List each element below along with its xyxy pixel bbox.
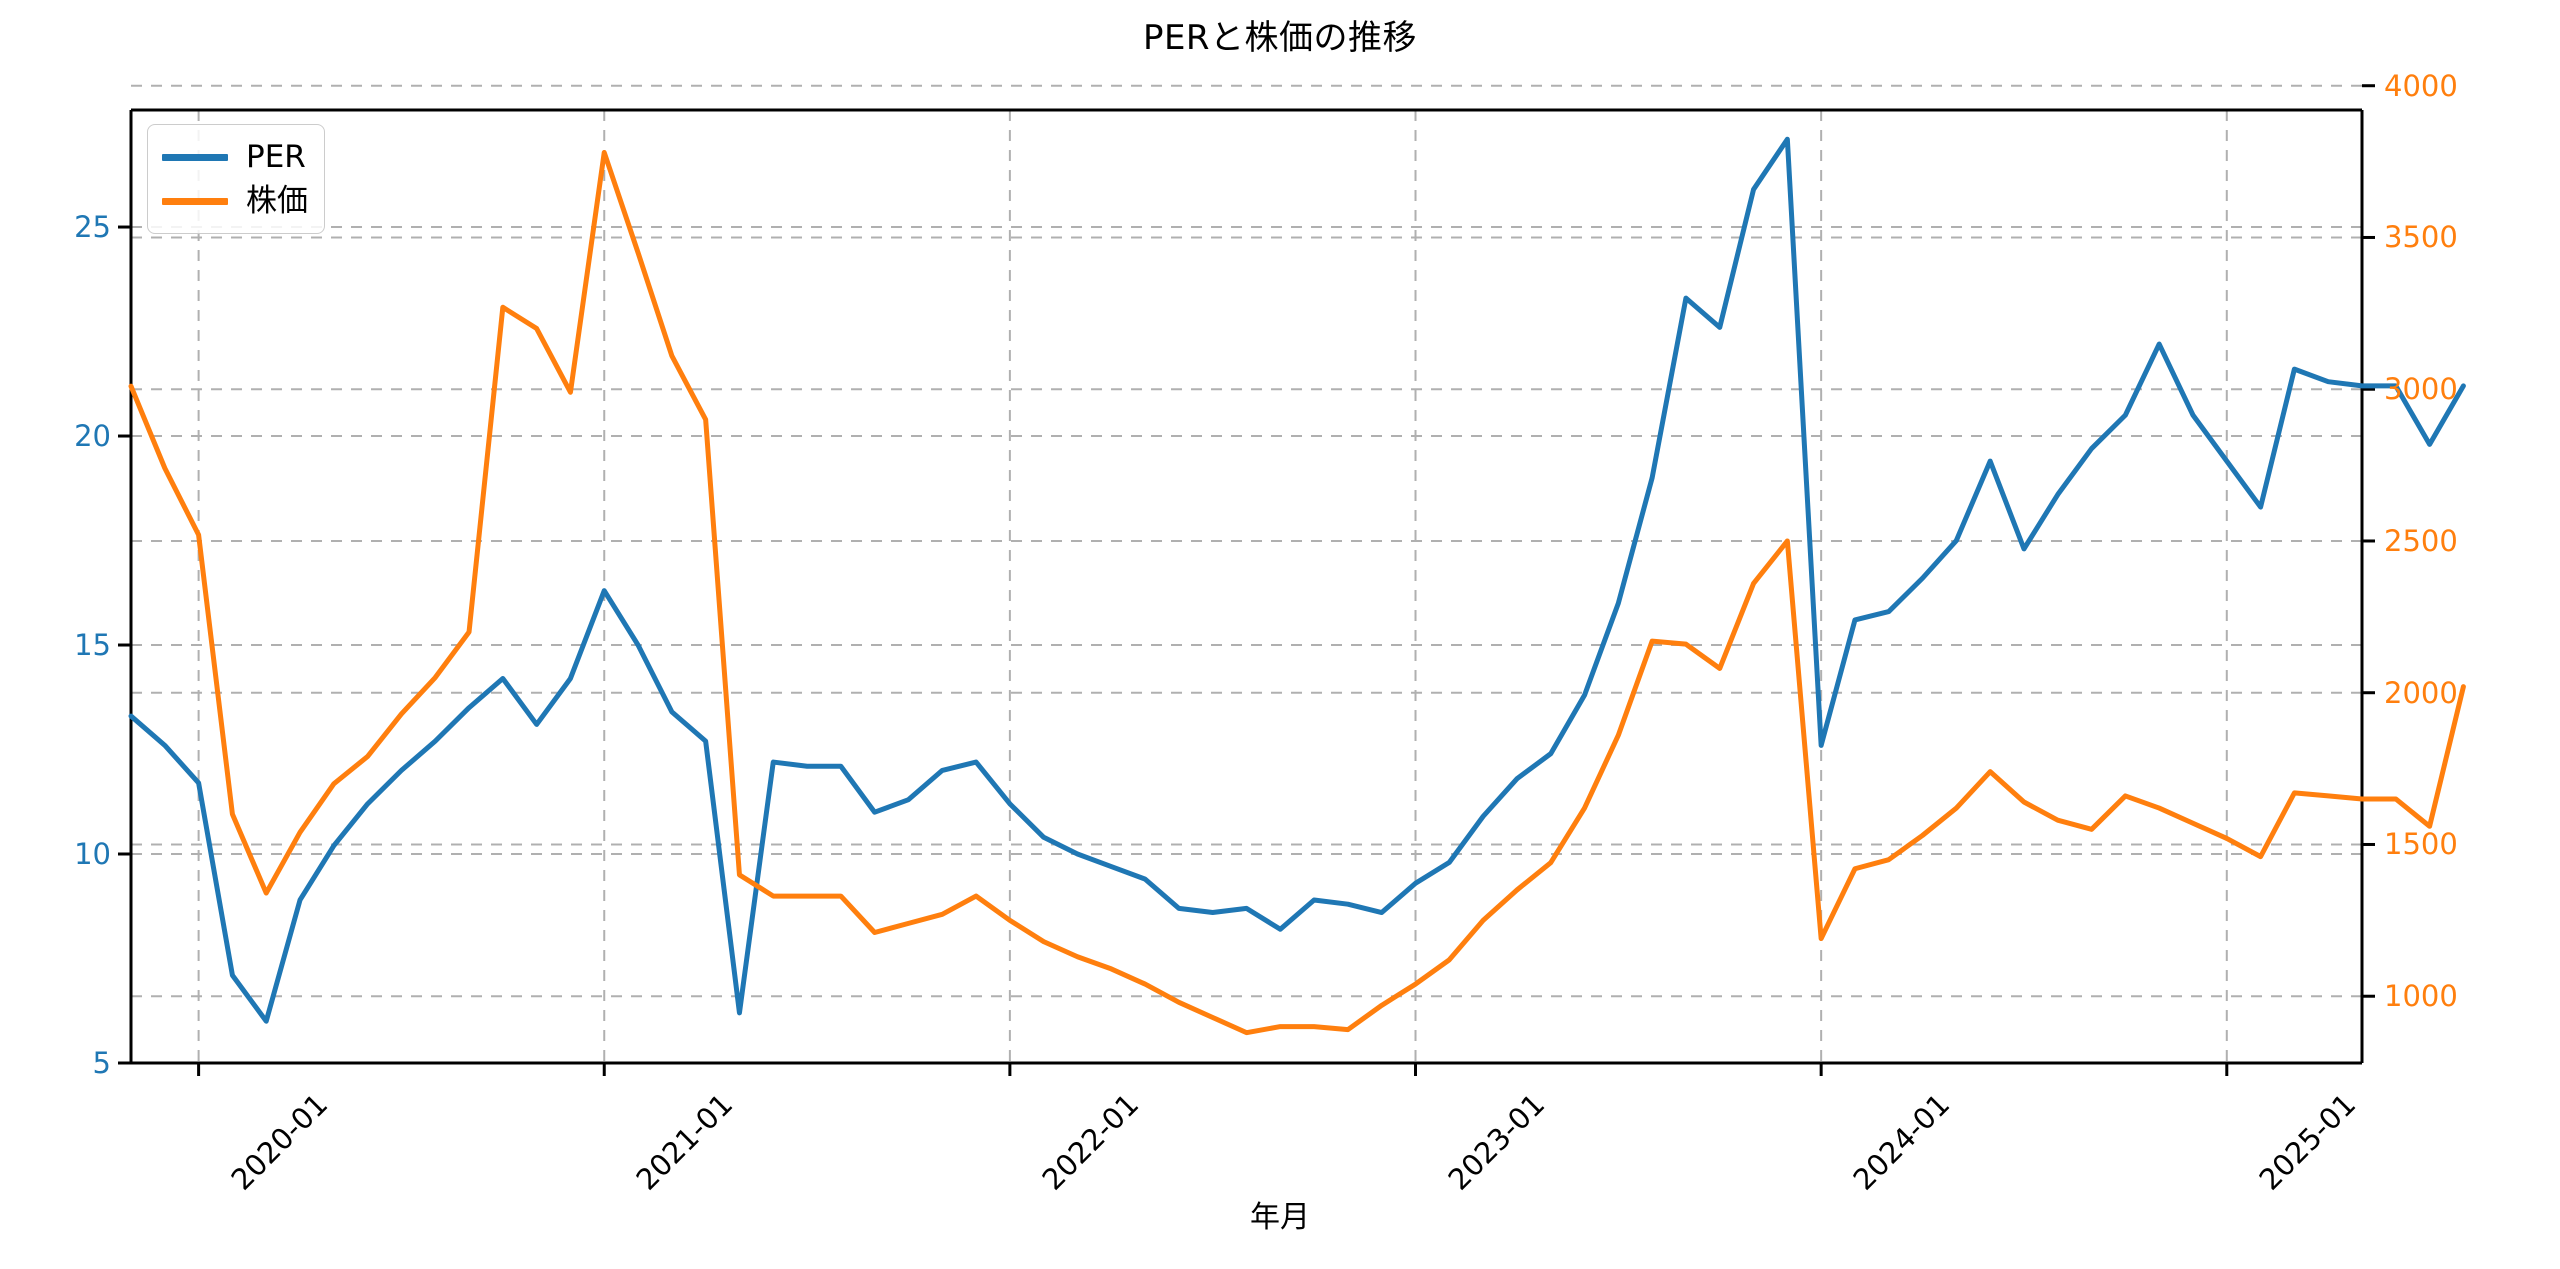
yaxis-right-tick-label: 2500	[2384, 523, 2458, 558]
yaxis-right-tick-label: 1000	[2384, 979, 2458, 1014]
yaxis-left-tick-label: 25	[74, 210, 111, 245]
yaxis-left-tick-label: 5	[92, 1046, 111, 1080]
axes-spines	[129, 108, 2364, 1065]
yaxis-right-tick-label: 2000	[2384, 675, 2458, 710]
yaxis-right-tick-label: 4000	[2384, 68, 2458, 103]
yaxis-left-tick-label: 15	[74, 628, 111, 663]
yaxis-right-tick-label: 3500	[2384, 220, 2458, 255]
chart-legend: PER 株価	[147, 124, 325, 234]
legend-label: 株価	[246, 182, 308, 219]
yaxis-left-tick-label: 10	[74, 837, 111, 871]
gridlines	[131, 84, 2362, 1064]
legend-label: PER	[246, 138, 306, 175]
tick-marks	[118, 84, 2375, 1076]
chart-title: PERと株価の推移	[1142, 18, 1418, 58]
yaxis-left-tick-label: 20	[74, 419, 111, 454]
legend-color-swatch	[162, 197, 228, 205]
data-lines	[128, 136, 2466, 1036]
legend-item-2[interactable]: 株価	[162, 179, 308, 223]
legend-item-1[interactable]: PER	[162, 135, 308, 179]
yaxis-right-tick-label: 3000	[2384, 372, 2458, 407]
xaxis-title: 年月	[1250, 1200, 1310, 1235]
legend-color-swatch	[162, 153, 228, 161]
series-line-2	[128, 149, 2466, 1036]
series-line-1	[128, 136, 2466, 1024]
yaxis-right-tick-label: 1500	[2384, 827, 2458, 862]
